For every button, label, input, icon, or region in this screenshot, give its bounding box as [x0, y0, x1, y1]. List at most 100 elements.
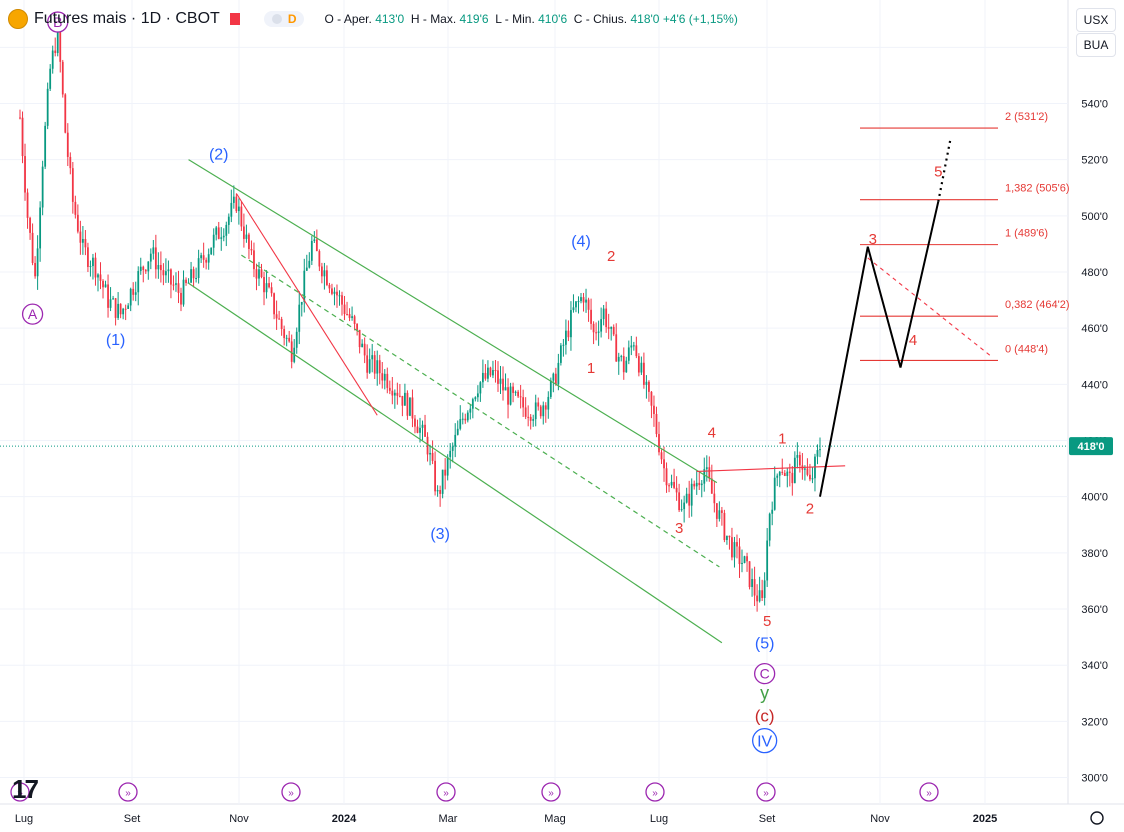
candle-body — [353, 316, 356, 324]
candle-body — [617, 356, 620, 362]
candle-body — [489, 367, 492, 376]
candle-body — [637, 356, 640, 373]
x-tick-label: Mag — [544, 813, 565, 825]
chart-header: Futures mais · 1D · CBOT D O - Aper. 413… — [8, 8, 738, 30]
candle-body — [804, 468, 806, 470]
candle-body — [290, 341, 293, 362]
candle-body — [26, 192, 29, 218]
candle-body — [479, 382, 482, 394]
candle-body — [507, 387, 509, 405]
event-marker-icon — [10, 782, 30, 802]
candle-body — [404, 392, 406, 406]
candle-body — [416, 426, 419, 433]
candle-body — [21, 117, 24, 157]
candle-body — [640, 362, 643, 373]
candle-body — [690, 483, 693, 506]
candle-body — [793, 457, 796, 484]
candle-body — [185, 279, 187, 284]
candle-body — [630, 345, 633, 348]
candle-body — [665, 468, 668, 486]
candle-body — [222, 235, 225, 238]
y-tick-label: 380'0 — [1081, 548, 1108, 560]
last-price-label: 418'0 — [1077, 441, 1104, 453]
candle-body — [743, 556, 746, 563]
x-tick-label: Set — [124, 813, 141, 825]
candle-body — [454, 434, 457, 447]
unit-button[interactable]: BUA — [1076, 33, 1116, 57]
candle-body — [464, 418, 467, 421]
fib-level-label: 2 (531'2) — [1005, 111, 1048, 123]
flag-icon[interactable] — [229, 13, 240, 25]
fib-level-label: 1 (489'6) — [1005, 228, 1048, 240]
wave-label-green: y — [760, 683, 769, 703]
candle-body — [328, 284, 331, 289]
tradingview-logo-icon[interactable]: 17 — [12, 774, 39, 804]
candle-body — [44, 125, 47, 167]
candle-body — [182, 279, 185, 305]
candle-body — [547, 396, 550, 410]
candle-body — [212, 234, 215, 248]
candle-body — [542, 405, 545, 417]
symbol-title[interactable]: Futures mais · 1D · CBOT — [34, 10, 220, 27]
ohlc-change-value: +4'6 (+1,15%) — [662, 12, 738, 26]
ohlc-close-value: 418'0 — [630, 12, 660, 26]
candle-body — [663, 459, 665, 469]
event-marker-glyph: » — [288, 788, 294, 799]
candle-body — [255, 269, 258, 279]
candle-body — [177, 283, 180, 293]
currency-button[interactable]: USX — [1076, 8, 1116, 32]
candle-body — [504, 387, 507, 391]
candle-body — [401, 396, 404, 406]
candle-body — [429, 452, 431, 455]
candle-body — [421, 424, 424, 428]
ohlc-high-value: 419'6 — [459, 12, 489, 26]
wave-label-blue: (4) — [571, 234, 591, 251]
candle-body — [237, 206, 240, 212]
y-tick-label: 400'0 — [1081, 492, 1108, 504]
candle-body — [265, 283, 268, 293]
candle-body — [54, 50, 57, 54]
candle-body — [51, 50, 54, 69]
candle-body — [326, 270, 328, 285]
candle-body — [371, 355, 374, 360]
wave-label-red: 3 — [675, 520, 683, 537]
ohlc-low-label: L - Min. — [495, 12, 535, 26]
candle-body — [768, 513, 771, 541]
candle-body — [788, 471, 791, 473]
candle-body — [318, 251, 321, 267]
candle-body — [107, 284, 109, 308]
candle-body — [320, 266, 323, 277]
candle-body — [693, 483, 696, 487]
candle-body — [24, 156, 26, 193]
candle-body — [590, 309, 592, 324]
candle-body — [258, 269, 260, 279]
wave-label-red: 3 — [869, 231, 877, 248]
candle-body — [195, 278, 198, 280]
candle-body — [132, 288, 135, 295]
candle-body — [419, 427, 421, 433]
candle-body — [509, 386, 512, 405]
candle-body — [71, 168, 74, 202]
candle-body — [497, 370, 499, 384]
candle-body — [144, 269, 147, 272]
event-marker-glyph: » — [652, 788, 658, 799]
candle-body — [446, 457, 449, 476]
candle-body — [816, 450, 819, 457]
wave-label-purple: A — [28, 306, 38, 322]
candle-body — [517, 391, 520, 397]
candle-body — [549, 380, 552, 397]
candle-body — [74, 201, 77, 215]
fib-level-label: 0,382 (464'2) — [1005, 299, 1069, 311]
candle-body — [414, 418, 416, 427]
wave-label-red: 4 — [708, 425, 716, 442]
candle-body — [283, 329, 286, 339]
candle-body — [343, 304, 346, 315]
candle-body — [230, 202, 233, 217]
candle-body — [192, 269, 195, 279]
candle-body — [64, 94, 67, 133]
event-marker-glyph: » — [17, 788, 23, 799]
status-pill[interactable]: D — [263, 11, 305, 27]
candle-body — [642, 362, 645, 385]
candle-body — [778, 471, 781, 476]
